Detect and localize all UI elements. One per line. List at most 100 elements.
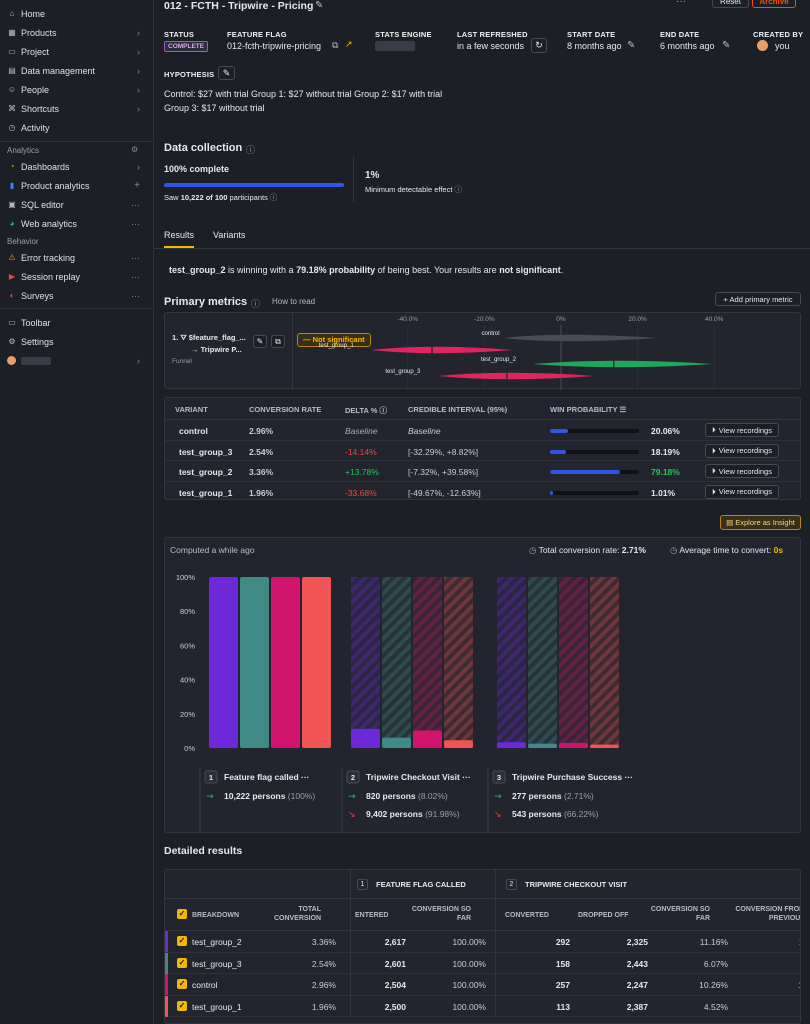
sidebar-item-people[interactable]: ☺ People › (0, 80, 154, 99)
funnel-bar (351, 728, 380, 748)
tab-variants[interactable]: Variants (213, 230, 246, 240)
dropped-persons: 543 persons (66.22%) (512, 809, 599, 819)
column-header: CONVERSION RATE (249, 405, 322, 414)
view-recordings-button[interactable]: ⏵ View recordings (705, 423, 779, 437)
sidebar-item-sql-editor[interactable]: ▣ SQL editor ··· (0, 195, 154, 214)
explore-as-insight-button[interactable]: ▤ Explore as Insight (720, 515, 801, 530)
external-link-icon[interactable]: ↗ (345, 39, 353, 49)
edit-title-icon[interactable]: ✎ (315, 0, 324, 11)
sidebar-item-surveys[interactable]: ◐ Surveys ··· (0, 286, 154, 305)
sidebar-item-session-replay[interactable]: ▶ Session replay ··· (0, 267, 154, 286)
sidebar-item-product-analytics[interactable]: ▮ Product analytics + (0, 176, 154, 195)
breakdown-value: test_group_3 (192, 958, 242, 969)
violin-label: control (482, 331, 500, 337)
hypothesis-line-2: Group 3: $17 without trial (164, 103, 265, 113)
collection-complete: 100% complete (164, 164, 230, 174)
chevron-right-icon: › (137, 161, 140, 172)
view-recordings-button[interactable]: ⏵ View recordings (705, 464, 779, 478)
reset-button[interactable]: Reset (712, 0, 749, 8)
gear-icon[interactable]: ⚙ (131, 145, 139, 154)
violin-shape (532, 360, 713, 368)
table-cell: 2,601 (384, 958, 406, 969)
primary-metrics-title: Primary metrics (164, 296, 248, 308)
metric-type: Funnel (172, 358, 192, 365)
row-checkbox[interactable]: ✓ (177, 957, 187, 968)
y-tick-label: 60% (180, 641, 195, 650)
more-icon[interactable]: ··· (131, 252, 140, 263)
duplicate-metric-button[interactable]: ⧉ (271, 335, 285, 348)
divider (292, 313, 293, 390)
account-name (21, 356, 51, 365)
view-recordings-button[interactable]: ⏵ View recordings (705, 443, 779, 458)
start-date-label: START DATE (567, 30, 616, 39)
credible-interval: [-32.29%, +8.82%] (408, 446, 479, 457)
archive-button[interactable]: Archive (752, 0, 796, 8)
row-checkbox[interactable]: ✓ (177, 1000, 187, 1011)
sidebar-item-settings[interactable]: ⚙ Settings (0, 332, 154, 351)
sidebar-item-label: Session replay (21, 271, 81, 282)
table-cell: 158 (555, 958, 570, 969)
sql-icon: ▣ (8, 199, 16, 209)
divider (495, 899, 496, 931)
edit-hypothesis-button[interactable]: ✎ (218, 66, 235, 80)
more-icon[interactable]: ··· (131, 199, 140, 210)
sidebar-account[interactable]: › (0, 351, 154, 370)
play-circle-icon: ⏵ (712, 466, 716, 475)
refresh-button[interactable]: ↻ (531, 38, 547, 53)
sidebar-item-shortcuts[interactable]: ⌘ Shortcuts › (0, 99, 154, 118)
more-icon[interactable]: ··· (131, 290, 140, 301)
delta-value: -14.14% (345, 446, 377, 457)
table-cell: 11.16% (699, 937, 728, 947)
sidebar-item-data-management[interactable]: ▤ Data management › (0, 61, 154, 80)
how-to-read-link[interactable]: How to read (272, 297, 316, 306)
sidebar-item-dashboards[interactable]: ◔ Dashboards › (0, 157, 154, 176)
sidebar-item-toolbar[interactable]: ▭ Toolbar (0, 313, 154, 332)
table-cell: 10.26% (699, 980, 728, 990)
column-header: CREDIBLE INTERVAL (95%) (408, 405, 508, 414)
edit-metric-button[interactable]: ✎ (253, 335, 267, 348)
add-primary-metric-button[interactable]: + Add primary metric (715, 292, 801, 306)
sidebar-item-home[interactable]: ⌂ Home (0, 4, 154, 23)
funnel-bar (240, 577, 269, 748)
more-icon[interactable]: ··· (131, 271, 140, 282)
column-header: WIN PROBABILITY ☰ (550, 405, 627, 414)
win-probability-value: 18.19% (651, 446, 680, 457)
row-checkbox[interactable]: ✓ (177, 979, 187, 989)
divider (495, 952, 496, 974)
axis-tick-label: -40.0% (397, 316, 418, 323)
view-recordings-button[interactable]: ⏵ View recordings (705, 484, 779, 499)
funnel-step-2: 2 Tripwire Checkout Visit ··· → 820 persons… (341, 577, 473, 832)
row-checkbox[interactable]: ✓ (177, 936, 187, 946)
edit-end-date-icon[interactable]: ✎ (722, 40, 731, 51)
more-menu-button[interactable]: ··· (676, 0, 686, 7)
info-icon: ⓘ (251, 299, 261, 309)
tab-results[interactable]: Results (164, 230, 195, 240)
step-number-box (346, 770, 360, 784)
dropped-arrow-icon: ↘ (494, 810, 502, 820)
sidebar-item-error-tracking[interactable]: ⚠ Error tracking ··· (0, 248, 154, 267)
feature-flag-link[interactable]: 012-fcth-tripwire-pricing (227, 41, 322, 51)
sidebar-item-label: Data management (21, 65, 96, 76)
plus-icon[interactable]: + (134, 180, 140, 191)
table-row: test_group_2 3.36% +13.78% [-7.32%, +39.58%… (165, 461, 800, 482)
computed-text: Computed a while ago (170, 545, 255, 555)
funnel-bar (382, 737, 411, 748)
select-all-checkbox[interactable]: ✓ (177, 909, 187, 919)
column-header: CONVERSION SO FAR (650, 906, 710, 922)
sidebar-item-activity[interactable]: ◷ Activity (0, 118, 154, 137)
conversion-rate: 3.36% (249, 467, 274, 477)
funnel-bar (590, 744, 619, 748)
variant-name: control (179, 426, 208, 436)
sidebar: ⌂ Home ▦ Products › ▭ Project › ▤ Data management… (0, 0, 154, 1024)
detailed-results-title: Detailed results (164, 845, 243, 857)
table-cell: 6.07% (703, 958, 728, 969)
edit-start-date-icon[interactable]: ✎ (627, 40, 636, 51)
variant-name: test_group_2 (179, 467, 233, 477)
more-icon[interactable]: ··· (131, 218, 140, 229)
table-cell: 100.00% (452, 980, 486, 990)
variant-name: test_group_3 (179, 446, 233, 457)
sidebar-item-web-analytics[interactable]: ◕ Web analytics ··· (0, 214, 154, 233)
sidebar-item-project[interactable]: ▭ Project › (0, 42, 154, 61)
sidebar-item-products[interactable]: ▦ Products › (0, 23, 154, 42)
copy-icon[interactable]: ⧉ (332, 40, 339, 50)
